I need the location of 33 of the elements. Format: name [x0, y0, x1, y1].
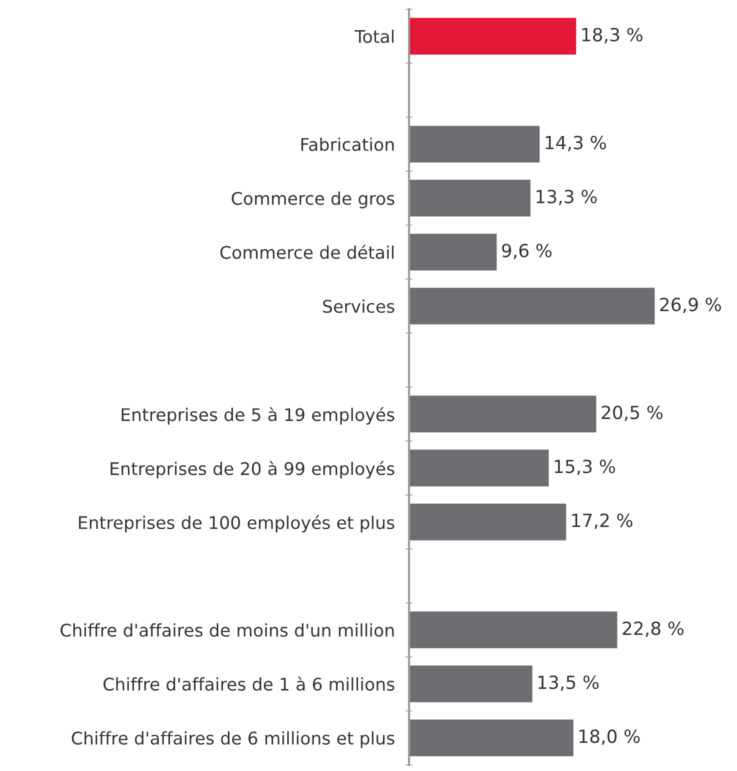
- y-tick-label: Fabrication: [301, 138, 394, 152]
- data-label: 18,0 %: [580, 729, 640, 745]
- bar: [409, 18, 576, 55]
- data-label: 20,5 %: [602, 406, 663, 422]
- y-tick-label: Entreprises de 20 à 99 employés: [110, 461, 394, 479]
- y-tick-label: Services: [323, 299, 394, 313]
- y-tick-label: Total: [354, 30, 394, 44]
- data-label: 22,8 %: [622, 621, 684, 637]
- bar: [409, 719, 574, 756]
- bar: [409, 126, 540, 163]
- bar: [409, 288, 655, 324]
- y-tick-label: Entreprises de 100 employés et plus: [79, 515, 394, 533]
- y-tick-label: Commerce de détail: [220, 244, 394, 259]
- y-tick-label: Entreprises de 5 à 19 employés: [122, 407, 394, 425]
- data-label: 17,2 %: [572, 514, 632, 530]
- bar: [409, 450, 549, 486]
- y-tick-label: Commerce de gros: [232, 192, 394, 208]
- y-tick-label: Chiffre d'affaires de moins d'un million: [60, 623, 394, 637]
- y-tick-label: Chiffre d'affaires de 6 millions et plus: [72, 731, 394, 748]
- data-label: 14,3 %: [546, 136, 606, 152]
- data-label: 9,6 %: [502, 244, 552, 260]
- data-label: 13,5 %: [538, 675, 599, 691]
- y-tick-label: Chiffre d'affaires de 1 à 6 millions: [104, 676, 394, 691]
- data-label: 13,3 %: [536, 190, 597, 206]
- bar: [409, 504, 566, 540]
- bar: [409, 666, 532, 702]
- bar: [409, 612, 618, 648]
- data-label: 18,3 %: [582, 28, 642, 44]
- bar: [409, 180, 530, 216]
- bar: [409, 234, 497, 270]
- data-label: 26,9 %: [660, 298, 721, 314]
- bar: [409, 396, 596, 432]
- data-label: 15,3 %: [554, 460, 616, 476]
